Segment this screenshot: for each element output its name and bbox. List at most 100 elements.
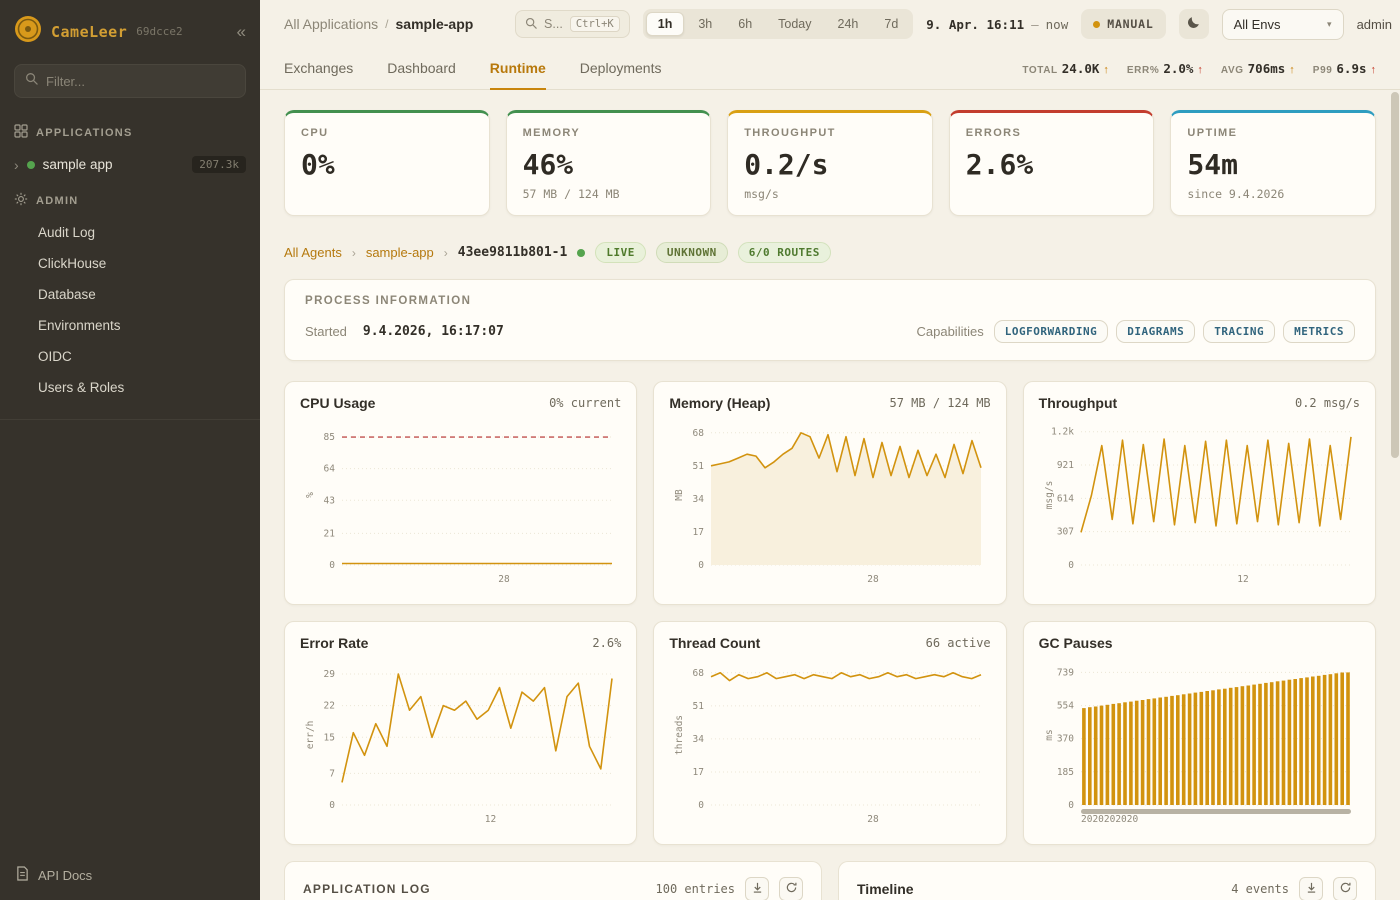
arrow-up-icon: ↑ [1370, 64, 1377, 76]
agent-app-link[interactable]: sample-app [365, 245, 434, 260]
manual-status-dot [1093, 20, 1101, 28]
tab-deployments[interactable]: Deployments [579, 60, 662, 76]
filter-input[interactable] [46, 73, 235, 89]
process-info-title: PROCESS INFORMATION [305, 295, 472, 307]
main-area: All Applications / sample-app S... Ctrl+… [260, 0, 1400, 900]
time-dash: — [1031, 16, 1039, 32]
capability-badge-diagrams: DIAGRAMS [1116, 320, 1196, 343]
app-status-dot [26, 160, 35, 169]
charts-grid: CPU Usage 0% current 0 21 43 64 85 28% Memory … [284, 381, 1376, 845]
scrollbar-track [1391, 92, 1399, 900]
sidebar-item-audit-log[interactable]: Audit Log [38, 225, 96, 240]
time-from: 9. Apr. 16:11 [926, 16, 1025, 32]
agents-link[interactable]: All Agents [284, 245, 342, 260]
svg-text:28: 28 [868, 574, 880, 585]
tab-dashboard[interactable]: Dashboard [387, 60, 456, 76]
app-version: 69dcce2 [136, 25, 183, 38]
sidebar-item-sample-app[interactable]: › sample app 207.3k [0, 149, 260, 180]
sidebar-item-api-docs[interactable]: API Docs [0, 850, 260, 900]
admin-section-header: ADMIN [0, 180, 260, 217]
error-rate-chart: 0 7 15 22 29 12 err/h [305, 669, 613, 825]
metric-card-uptime: UPTIME 54m since 9.4.2026 [1170, 110, 1376, 216]
svg-text:0: 0 [1068, 800, 1074, 811]
sidebar-item-oidc[interactable]: OIDC [38, 349, 72, 364]
svg-text:0: 0 [329, 800, 335, 811]
metric-card-throughput: THROUGHPUT 0.2/s msg/s [727, 110, 933, 216]
search-shortcut: Ctrl+K [569, 16, 620, 32]
svg-text:64: 64 [324, 464, 336, 475]
agent-id: 43ee9811b801-1 [457, 245, 568, 260]
search-placeholder: S... [544, 17, 563, 31]
refresh-mode-button[interactable]: MANUAL [1081, 9, 1166, 39]
range-button-24h[interactable]: 24h [826, 12, 871, 36]
app-logo-icon [14, 15, 42, 48]
cpu-usage-chart: 0 21 43 64 85 28% [305, 432, 612, 585]
gc-pauses-chart: 0 185 370 554 739 2020202020 ms [1044, 667, 1351, 825]
sample-app-label: sample app [42, 157, 113, 172]
cpu-usage-chart-card: CPU Usage 0% current 0 21 43 64 85 28% [284, 381, 638, 605]
dark-mode-toggle[interactable] [1178, 9, 1209, 39]
download-button[interactable] [745, 877, 769, 900]
started-label: Started [305, 324, 347, 339]
refresh-icon [786, 880, 797, 898]
svg-text:0: 0 [329, 560, 335, 571]
chevron-right-icon[interactable]: › [14, 156, 19, 173]
env-selector[interactable]: All Envs ▾ [1221, 8, 1344, 40]
svg-text:307: 307 [1056, 527, 1073, 538]
svg-text:34: 34 [693, 494, 705, 505]
svg-text:22: 22 [324, 701, 335, 712]
range-button-6h[interactable]: 6h [726, 12, 764, 36]
scrollbar-thumb[interactable] [1391, 92, 1399, 458]
global-search[interactable]: S... Ctrl+K [515, 10, 630, 38]
refresh-button[interactable] [779, 877, 803, 900]
refresh-button[interactable] [1333, 877, 1357, 900]
range-button-1h[interactable]: 1h [645, 12, 685, 36]
sidebar-item-users-roles[interactable]: Users & Roles [38, 380, 125, 395]
admin-nav: Audit Log ClickHouse Database Environmen… [0, 217, 260, 420]
throughput-chart-card: Throughput 0.2 msg/s 0 307 614 921 1.2k 12 msg/… [1022, 381, 1376, 605]
svg-text:29: 29 [324, 669, 336, 680]
svg-text:MB: MB [674, 489, 685, 501]
bottom-panels: APPLICATION LOG 100 entries Timeline 4 e… [284, 861, 1376, 900]
agent-live-dot [577, 248, 586, 257]
svg-text:554: 554 [1056, 701, 1073, 712]
tab-exchanges[interactable]: Exchanges [284, 60, 354, 76]
svg-text:370: 370 [1056, 734, 1073, 745]
sidebar-collapse-button[interactable]: « [236, 22, 246, 41]
range-button-today[interactable]: Today [766, 12, 823, 36]
range-button-7d[interactable]: 7d [872, 12, 910, 36]
sidebar-header: CameLeer 69dcce2 « [0, 0, 260, 60]
download-button[interactable] [1299, 877, 1323, 900]
stat-total: TOTAL 24.0K ↑ [1022, 61, 1109, 76]
applications-icon [14, 124, 28, 141]
sidebar-item-clickhouse[interactable]: ClickHouse [38, 256, 107, 271]
time-window-display[interactable]: 9. Apr. 16:11 — now [926, 17, 1068, 32]
breadcrumb-separator: / [385, 17, 389, 31]
stat-err: ERR% 2.0% ↑ [1126, 61, 1203, 76]
time-to: now [1045, 16, 1069, 32]
sidebar: CameLeer 69dcce2 « APPLICATIONS › sample… [0, 0, 260, 900]
chevron-right-icon: › [443, 245, 448, 260]
range-button-3h[interactable]: 3h [686, 12, 724, 36]
breadcrumb-all-applications[interactable]: All Applications [284, 16, 379, 32]
svg-text:43: 43 [324, 495, 335, 506]
svg-text:21: 21 [324, 528, 336, 539]
manual-label: MANUAL [1107, 17, 1154, 31]
applications-section-label: APPLICATIONS [36, 126, 133, 139]
timeline-events-count: 4 events [1231, 882, 1289, 896]
svg-text:739: 739 [1056, 667, 1073, 678]
memory-heap-chart-card: Memory (Heap) 57 MB / 124 MB 0 17 34 51 68 28 M… [653, 381, 1007, 605]
sidebar-item-database[interactable]: Database [38, 287, 96, 302]
svg-text:2020202020: 2020202020 [1081, 814, 1138, 825]
applications-section-header: APPLICATIONS [0, 112, 260, 149]
metric-card-memory: MEMORY 46% 57 MB / 124 MB [505, 110, 712, 216]
metric-card-cpu: CPU 0% [284, 110, 490, 216]
env-selected-value: All Envs [1233, 16, 1281, 32]
svg-text:12: 12 [1237, 574, 1248, 585]
agent-breadcrumb: All Agents › sample-app › 43ee9811b801-1… [284, 242, 1376, 263]
tab-runtime[interactable]: Runtime [489, 48, 546, 90]
svg-text:51: 51 [693, 701, 705, 712]
memory-heap-chart: 0 17 34 51 68 28 MB [674, 428, 983, 585]
svg-text:7: 7 [329, 768, 335, 779]
sidebar-item-environments[interactable]: Environments [38, 318, 121, 333]
